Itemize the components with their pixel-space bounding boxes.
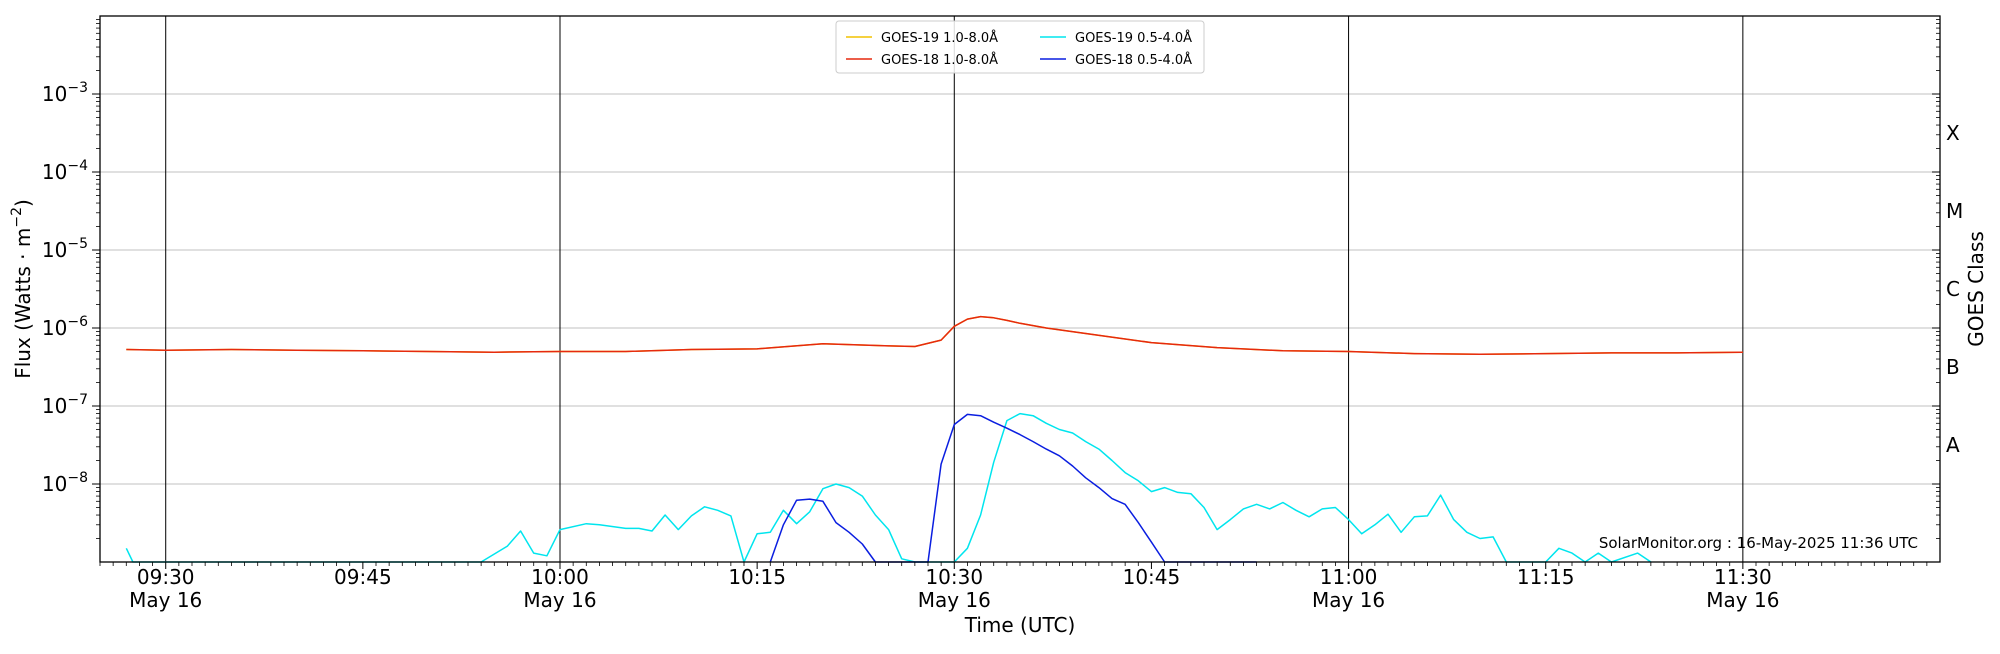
y-tick-label: 10−5 [42,236,88,262]
x-tick-time-label: 11:15 [1517,565,1575,589]
x-tick-date-label: May 16 [1312,588,1385,612]
x-tick-time-label: 10:45 [1123,565,1181,589]
y-tick-label: 10−8 [42,470,88,496]
goes-class-label: C [1946,277,1960,301]
legend-label-goes18-long: GOES-18 1.0-8.0Å [881,52,998,68]
y-tick-label: 10−3 [42,80,88,106]
legend-label-goes19-short: GOES-19 0.5-4.0Å [1075,30,1192,46]
x-tick-time-label: 09:45 [334,565,392,589]
legend-label-goes19-long: GOES-19 1.0-8.0Å [881,30,998,46]
y-tick-label: 10−6 [42,314,88,340]
credit-text: SolarMonitor.org : 16-May-2025 11:36 UTC [1599,534,1918,552]
legend-label-goes18-short: GOES-18 0.5-4.0Å [1075,52,1192,68]
day-hour-lines [165,16,1744,562]
x-axis-label: Time (UTC) [964,613,1076,637]
x-tick-date-label: May 16 [523,588,596,612]
goes-class-label: X [1946,121,1960,145]
x-tick-date-label: May 16 [1706,588,1779,612]
grid-lines [100,93,1940,485]
y-tick-label: 10−4 [42,158,88,184]
x-tick-date-label: May 16 [129,588,202,612]
goes-class-label: M [1946,199,1963,223]
y-tick-label: 10−7 [42,392,88,418]
right-y-axis-label: GOES Class [1964,231,1988,347]
x-tick-time-label: 11:30 [1714,565,1772,589]
goes-class-label: B [1946,355,1960,379]
x-tick-time-label: 09:30 [137,565,195,589]
legend: GOES-19 1.0-8.0Å GOES-19 0.5-4.0Å GOES-1… [835,20,1205,74]
goes-class-labels: A B C M X [1946,121,1963,457]
x-tick-date-label: May 16 [918,588,991,612]
x-tick-time-label: 10:30 [925,565,983,589]
legend-box [835,20,1205,74]
x-tick-time-label: 10:00 [531,565,589,589]
y-axis-label: Flux (Watts · m−2) [9,199,35,379]
series-line [125,412,1652,563]
goes-class-label: A [1946,433,1960,457]
y-axis-ticks: 10−8 10−7 10−6 10−5 10−4 10−3 [42,19,1940,539]
x-tick-time-label: 11:00 [1320,565,1378,589]
x-tick-time-label: 10:15 [728,565,786,589]
series-line [126,315,1743,356]
